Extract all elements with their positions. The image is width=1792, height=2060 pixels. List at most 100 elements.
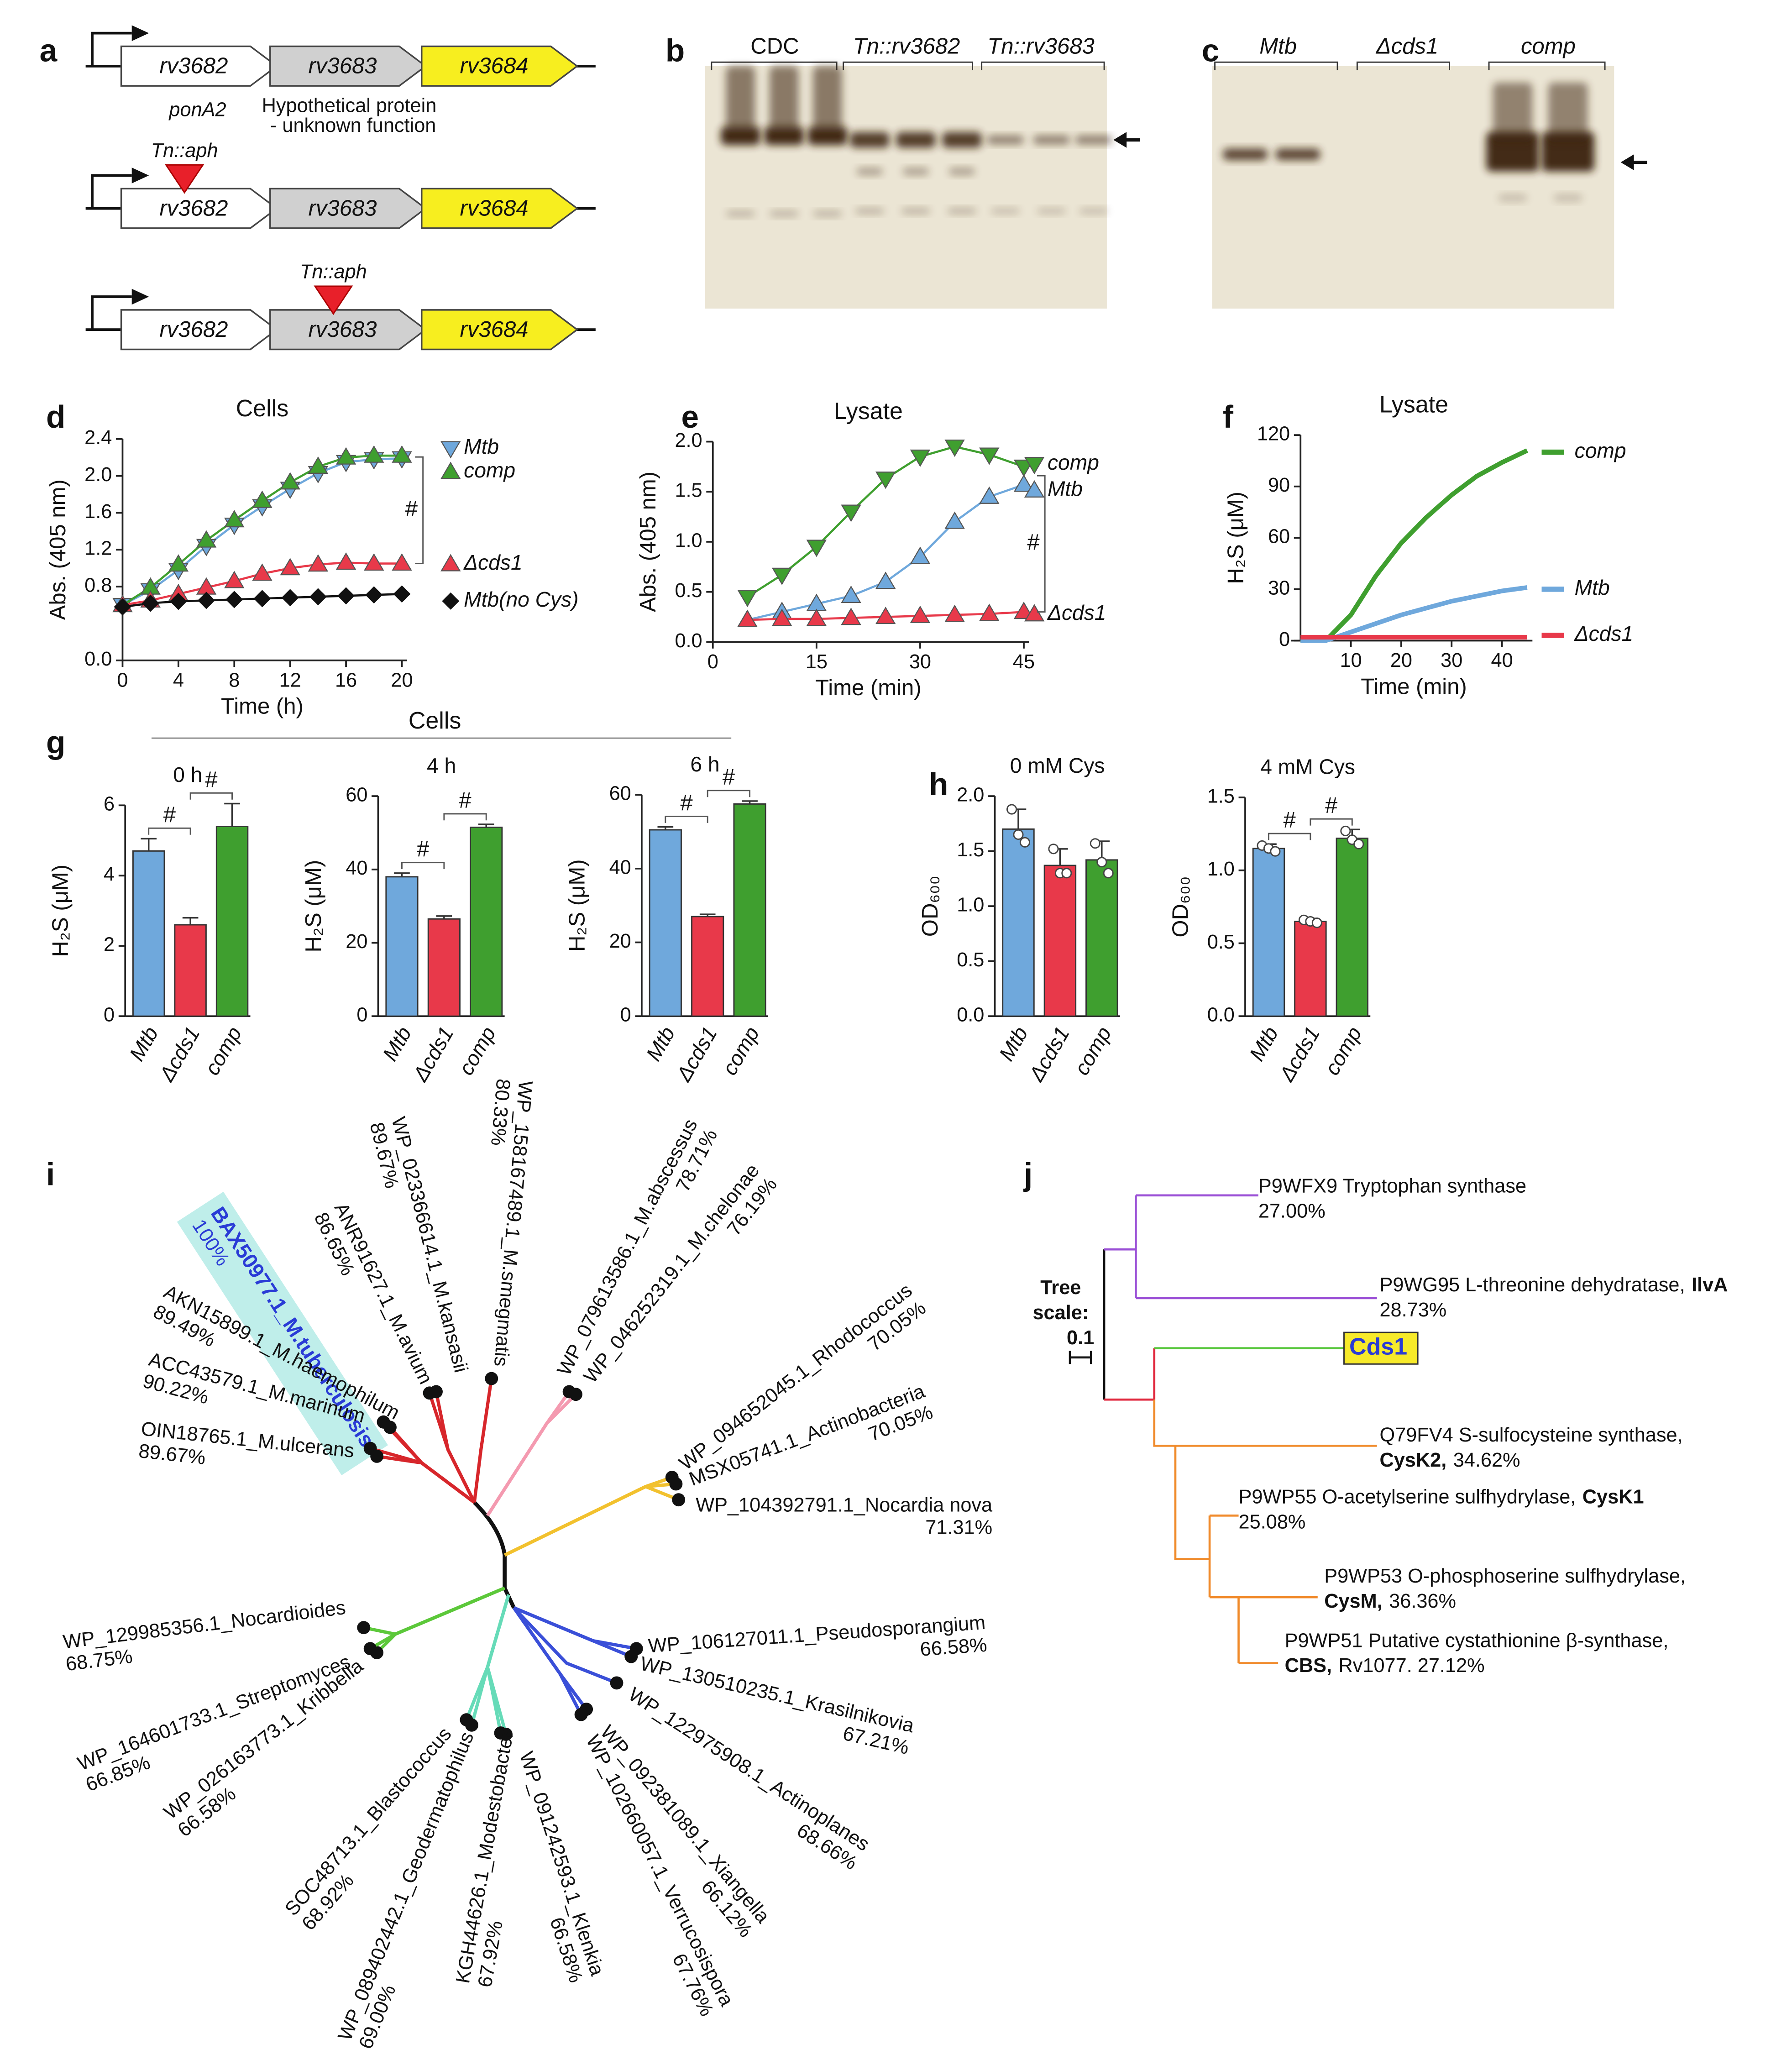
marker (308, 456, 329, 474)
marker (875, 472, 896, 489)
marker (875, 607, 896, 624)
y-tick-label: 1.5 (957, 839, 984, 861)
x-tick-label: 0 (117, 669, 128, 691)
legend-label: Mtb (1575, 576, 1610, 599)
band (1275, 148, 1320, 161)
band (726, 210, 755, 217)
leaf-label: Q79FV4 S-sulfocysteine synthase, (1379, 1425, 1682, 1447)
band (1033, 135, 1070, 145)
bar (1085, 859, 1118, 1017)
scale-label: scale: (1032, 1302, 1089, 1324)
promoter (91, 31, 132, 66)
arrow-head (1113, 132, 1127, 148)
legend-label: comp (1048, 451, 1099, 474)
gene-note: Hypothetical protein (262, 95, 437, 117)
lane-label: Mtb (1259, 34, 1297, 58)
annotation: # (405, 497, 418, 521)
y-axis-label: H₂S (μM) (48, 865, 73, 957)
y-tick-label: 0.8 (84, 575, 112, 597)
scale-label: Tree (1040, 1277, 1081, 1299)
branch (513, 1606, 618, 1685)
label-part: P9WFX9 Tryptophan synthase (1258, 1175, 1526, 1197)
data-point (1340, 825, 1351, 837)
y-tick-label: 60 (1268, 526, 1290, 548)
chart-title: Lysate (834, 398, 903, 425)
band (987, 135, 1024, 145)
leaf-label: P9WP55 O-acetylserine sulfhydrylase, CysK… (1239, 1486, 1644, 1508)
leaf-node (383, 1421, 397, 1434)
bar (1043, 865, 1077, 1017)
insertion-label: Tn::aph (151, 140, 218, 162)
leaf-identity: 71.31% (925, 1517, 992, 1539)
band (1553, 194, 1583, 202)
bar (470, 826, 503, 1017)
label-part: CysM, (1324, 1590, 1383, 1612)
lane-bracket (1356, 61, 1450, 70)
lane-label: CDC (750, 34, 799, 58)
error-bar (436, 915, 452, 919)
bar (385, 876, 419, 1017)
leaf-node (460, 1713, 473, 1727)
leaf-label: CysM, 36.36% (1324, 1590, 1456, 1612)
marker (875, 571, 896, 589)
band (813, 66, 842, 132)
marker (198, 592, 215, 609)
marker (841, 585, 861, 603)
marker (224, 510, 245, 528)
legend-label: Δcds1 (1047, 601, 1106, 624)
legend-label: Mtb (1048, 477, 1083, 501)
data-point (1048, 844, 1059, 854)
marker (979, 486, 1000, 504)
leaf-label: CBS, Rv1077. 27.12% (1285, 1655, 1485, 1677)
y-tick-label: 1.5 (1207, 785, 1235, 807)
chart-title: 0 mM Cys (1010, 754, 1105, 777)
marker (168, 554, 189, 572)
panel-label: e (681, 399, 699, 435)
marker (979, 603, 1000, 621)
insertion (165, 164, 204, 194)
label-part: CysK2, (1379, 1449, 1446, 1471)
leaf-node (485, 1372, 498, 1385)
leaf-label: CysK2, 34.62% (1379, 1449, 1520, 1471)
band (769, 66, 799, 132)
band (1222, 148, 1268, 161)
y-tick-label: 60 (609, 783, 631, 805)
annotation: # (1027, 530, 1040, 555)
marker (771, 567, 792, 585)
lane-label: comp (1521, 34, 1576, 58)
annotation: # (680, 791, 693, 815)
arrow-head (1620, 154, 1634, 170)
highlight (1343, 1331, 1419, 1365)
y-tick-label: 0 (356, 1004, 367, 1026)
y-tick-label: 40 (609, 856, 631, 878)
gene-arrow (269, 188, 427, 229)
band (902, 168, 929, 176)
annotation: # (417, 837, 430, 862)
y-tick-label: 120 (1257, 423, 1290, 445)
band (1079, 208, 1108, 215)
gene-note: - unknown function (270, 115, 436, 136)
gene-name: rv3684 (460, 317, 529, 342)
marker (910, 546, 931, 564)
marker (910, 449, 931, 467)
label-part: 34.62% (1453, 1449, 1520, 1471)
marker (337, 587, 355, 605)
band (947, 208, 977, 215)
marker (944, 511, 965, 529)
band (726, 66, 755, 132)
panel-label: b (665, 32, 685, 68)
annotation: # (1284, 808, 1296, 833)
y-tick-label: 1.6 (84, 501, 112, 523)
highlight (177, 1191, 388, 1476)
marker (196, 530, 217, 548)
band (1493, 82, 1533, 142)
y-tick-label: 90 (1268, 474, 1290, 496)
y-tick-label: 0 (1279, 629, 1290, 650)
lane-bracket (1214, 61, 1338, 70)
bracket (665, 815, 708, 823)
marker (169, 592, 187, 610)
chart-title: 6 h (690, 752, 719, 776)
promoter-head (131, 168, 149, 183)
x-tick-label: 20 (391, 669, 413, 691)
